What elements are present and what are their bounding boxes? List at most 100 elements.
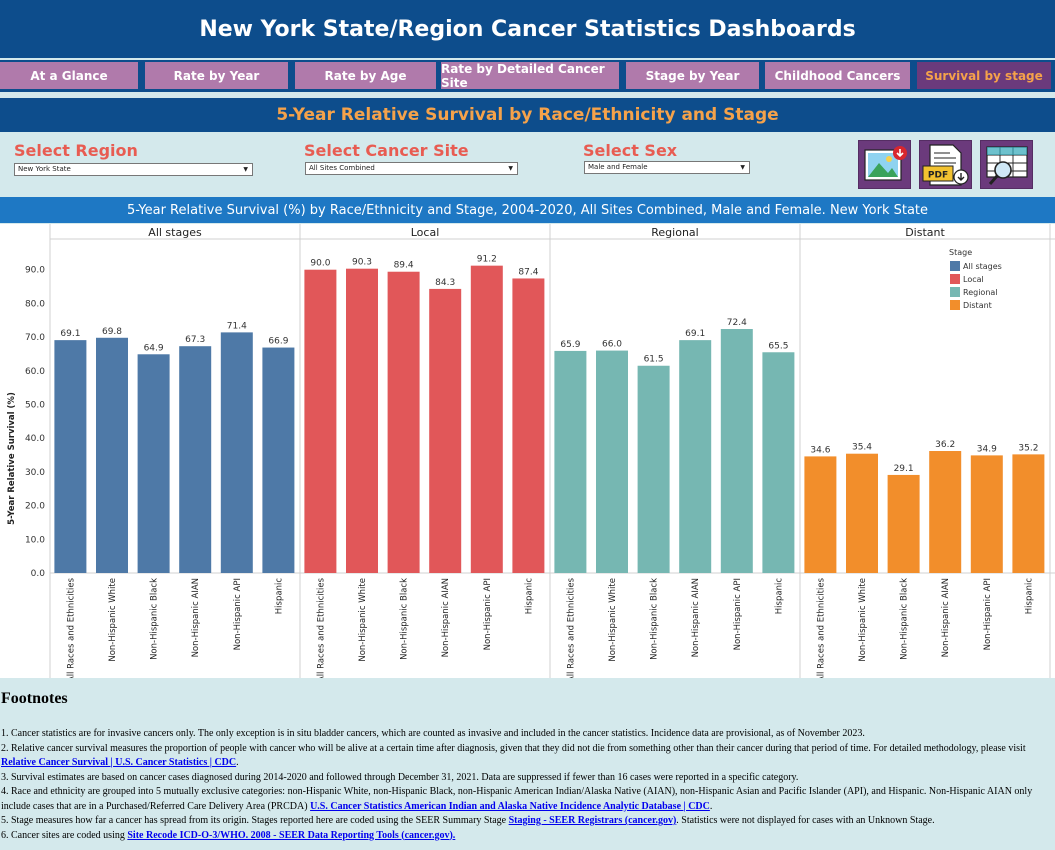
bar-value-label: 29.1 <box>894 464 914 474</box>
footnote-link[interactable]: Relative Cancer Survival | U.S. Cancer S… <box>1 757 237 768</box>
legend-item: Local <box>963 275 984 284</box>
legend-swatch <box>950 300 960 310</box>
legend-item: Distant <box>963 301 992 310</box>
x-tick-label: Non-Hispanic AIAN <box>691 578 701 657</box>
y-tick-label: 70.0 <box>25 333 45 343</box>
footnote-link[interactable]: Staging - SEER Registrars (cancer.gov) <box>508 815 677 826</box>
bar-value-label: 69.1 <box>685 329 705 339</box>
tab-rate-by-age[interactable]: Rate by Age <box>295 62 436 89</box>
footnote-1: 1. Cancer statistics are for invasive ca… <box>1 728 865 739</box>
pdf-download-icon[interactable]: PDF <box>919 140 972 189</box>
chart-svg: 0.0 10.0 20.0 30.0 40.0 50.0 60.0 70.0 80.0 90.0 5… <box>7 224 1055 682</box>
tab-childhood-cancers[interactable]: Childhood Cancers <box>765 62 910 89</box>
site-select[interactable]: All Sites Combined ▼ <box>305 162 518 175</box>
footnotes-section: Footnotes 1. Cancer statistics are for i… <box>0 690 1055 843</box>
bar-value-label: 34.9 <box>977 444 997 454</box>
bar-value-label: 65.9 <box>560 340 580 350</box>
bar-value-label: 66.0 <box>602 340 622 350</box>
bar <box>720 329 753 573</box>
bar <box>846 453 878 573</box>
bar-value-label: 90.3 <box>352 258 372 268</box>
dashboard-title: New York State/Region Cancer Statistics … <box>199 16 856 42</box>
bar <box>220 332 253 573</box>
x-tick-label: Non-Hispanic AIAN <box>441 578 451 657</box>
x-tick-label: Hispanic <box>774 578 784 615</box>
bar-value-label: 36.2 <box>935 440 955 450</box>
panel-header-distant: Distant <box>905 226 945 239</box>
x-tick-label: Non-Hispanic AIAN <box>941 578 951 657</box>
x-tick-label: Non-Hispanic White <box>358 578 368 662</box>
y-tick-label: 10.0 <box>25 535 45 545</box>
x-tick-label: Non-Hispanic API <box>233 578 243 650</box>
y-tick-label: 50.0 <box>25 401 45 411</box>
x-tick-label: Non-Hispanic Black <box>900 578 910 660</box>
page-subtitle-bar: 5-Year Relative Survival by Race/Ethnici… <box>0 98 1055 132</box>
tab-rate-by-year[interactable]: Rate by Year <box>145 62 288 89</box>
nav-tabs: At a Glance Rate by Year Rate by Age Rate b… <box>0 60 1055 92</box>
x-tick-label: Hispanic <box>274 578 284 615</box>
footnote-5: 5. Stage measures how far a cancer has s… <box>1 815 935 826</box>
x-tick-label: Non-Hispanic API <box>483 578 493 650</box>
bar <box>637 365 670 573</box>
bar-value-label: 89.4 <box>394 261 414 271</box>
bar-value-label: 69.1 <box>60 329 80 339</box>
dashboard-header: New York State/Region Cancer Statistics … <box>0 0 1055 58</box>
tab-survival-by-stage[interactable]: Survival by stage <box>917 62 1051 89</box>
tab-at-a-glance[interactable]: At a Glance <box>0 62 138 89</box>
chevron-down-icon: ▼ <box>243 166 248 173</box>
bar <box>762 352 795 573</box>
bar-value-label: 61.5 <box>644 355 664 365</box>
y-tick-label: 60.0 <box>25 367 45 377</box>
legend-swatch <box>950 274 960 284</box>
region-select[interactable]: New York State ▼ <box>14 163 253 176</box>
bar <box>887 474 920 573</box>
footnote-link[interactable]: U.S. Cancer Statistics American Indian a… <box>310 800 710 812</box>
x-tick-label: All Races and Ethnicities <box>66 577 76 678</box>
legend-swatch <box>950 287 960 297</box>
bar <box>262 347 295 573</box>
tab-stage-by-year[interactable]: Stage by Year <box>626 62 759 89</box>
bar <box>970 455 1003 573</box>
chevron-down-icon: ▼ <box>508 165 513 172</box>
legend-title: Stage <box>949 248 972 257</box>
y-tick-label: 80.0 <box>25 299 45 309</box>
bar <box>512 278 545 573</box>
sex-filter-label: Select Sex <box>583 141 678 160</box>
chart-title: 5-Year Relative Survival (%) by Race/Eth… <box>126 202 929 218</box>
x-tick-label: Hispanic <box>1024 578 1034 615</box>
x-tick-label: All Races and Ethnicities <box>816 577 826 678</box>
bar-value-label: 69.8 <box>102 327 122 337</box>
legend-item: Regional <box>963 288 998 297</box>
image-download-icon[interactable] <box>858 140 911 189</box>
bar-value-label: 72.4 <box>727 318 747 328</box>
bar <box>554 350 587 573</box>
footnote-6: 6. Cancer sites are coded using Site Rec… <box>1 829 456 841</box>
bar-value-label: 67.3 <box>185 335 205 345</box>
y-tick-label: 0.0 <box>31 569 46 579</box>
bar-value-label: 90.0 <box>310 259 330 269</box>
chevron-down-icon: ▼ <box>740 164 745 171</box>
region-select-value: New York State <box>18 165 71 173</box>
bar <box>96 337 128 573</box>
x-tick-label: Non-Hispanic White <box>608 578 618 662</box>
chart-title-bar: 5-Year Relative Survival (%) by Race/Eth… <box>0 197 1055 223</box>
site-filter-label: Select Cancer Site <box>304 141 469 160</box>
panel-header-local: Local <box>411 226 440 239</box>
footnote-4: 4. Race and ethnicity are grouped into 5… <box>1 786 1033 812</box>
bar-value-label: 35.2 <box>1018 443 1038 453</box>
bar-value-label: 35.4 <box>852 443 872 453</box>
data-download-icon[interactable] <box>980 140 1033 189</box>
legend-item: All stages <box>963 262 1002 271</box>
x-tick-label: Non-Hispanic Black <box>400 578 410 660</box>
panel-header-regional: Regional <box>651 226 698 239</box>
tab-rate-by-detailed-cancer-site[interactable]: Rate by Detailed Cancer Site <box>441 62 619 90</box>
bar-value-label: 84.3 <box>435 278 455 288</box>
bar <box>179 346 212 573</box>
x-tick-label: Non-Hispanic White <box>858 578 868 662</box>
footnote-link[interactable]: Site Recode ICD-O-3/WHO. 2008 - SEER Dat… <box>127 829 456 841</box>
sex-select[interactable]: Male and Female ▼ <box>584 161 750 174</box>
region-filter-label: Select Region <box>14 141 138 160</box>
x-tick-label: Non-Hispanic AIAN <box>191 578 201 657</box>
page-subtitle: 5-Year Relative Survival by Race/Ethnici… <box>276 105 779 125</box>
bar-value-label: 65.5 <box>768 341 788 351</box>
